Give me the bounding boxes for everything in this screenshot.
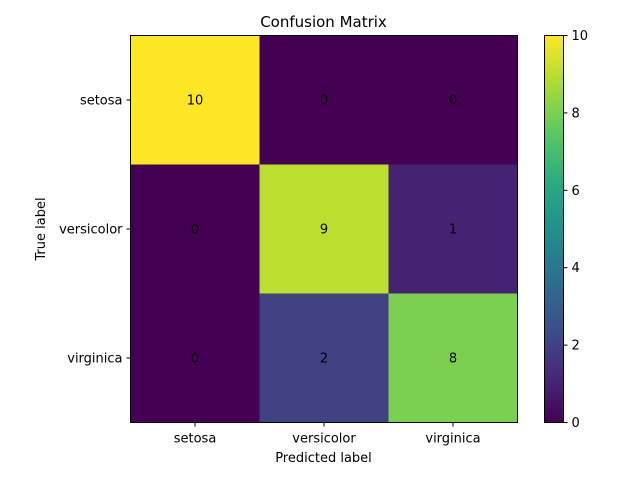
- cell-value-label: 8: [449, 352, 457, 367]
- colorbar-tick-label: 0: [572, 416, 580, 431]
- cell-value-label: 0: [320, 94, 328, 109]
- y-axis-ticks: setosa versicolor virginica: [59, 94, 131, 367]
- heatmap-cell: [388, 35, 518, 165]
- colorbar-ticks: 0 2 4 6 8 10: [563, 29, 589, 431]
- cell-value-label: 10: [187, 94, 204, 109]
- x-tick-label: virginica: [425, 432, 480, 447]
- cell-annotations: 10 0 00 9 10 2 8: [187, 94, 457, 367]
- plot-frame: [130, 35, 518, 423]
- cell-value-label: 0: [191, 352, 199, 367]
- cell-value-label: 9: [320, 223, 328, 238]
- y-axis-label: True label: [34, 197, 49, 261]
- colorbar-tick-label: 8: [572, 106, 580, 121]
- heatmap-cell: [259, 164, 389, 294]
- colorbar-tick-label: 10: [572, 29, 589, 44]
- cell-value-label: 0: [191, 223, 199, 238]
- cell-value-label: 2: [320, 352, 328, 367]
- heatmap-cell: [130, 164, 260, 294]
- chart-title: Confusion Matrix: [260, 13, 387, 31]
- x-axis-ticks: setosa versicolor virginica: [174, 422, 481, 447]
- y-tick-label: virginica: [67, 352, 122, 367]
- x-axis-label: Predicted label: [275, 451, 372, 466]
- colorbar-tick-label: 6: [572, 184, 580, 199]
- x-tick-label: versicolor: [292, 432, 356, 447]
- cell-value-label: 0: [449, 94, 457, 109]
- y-tick-label: versicolor: [59, 223, 123, 238]
- cell-value-label: 1: [449, 223, 457, 238]
- heatmap-cell: [130, 35, 260, 165]
- y-tick-label: setosa: [80, 94, 123, 109]
- heatmap-cell: [259, 293, 389, 423]
- colorbar-tick-label: 2: [572, 339, 580, 354]
- colorbar: [544, 35, 564, 423]
- x-tick-label: setosa: [174, 432, 217, 447]
- heatmap-cell: [259, 35, 389, 165]
- colorbar-tick-label: 4: [572, 261, 580, 276]
- heatmap-cell: [130, 293, 260, 423]
- heatmap-cells: [130, 35, 518, 423]
- heatmap-cell: [388, 164, 518, 294]
- heatmap-cell: [388, 293, 518, 423]
